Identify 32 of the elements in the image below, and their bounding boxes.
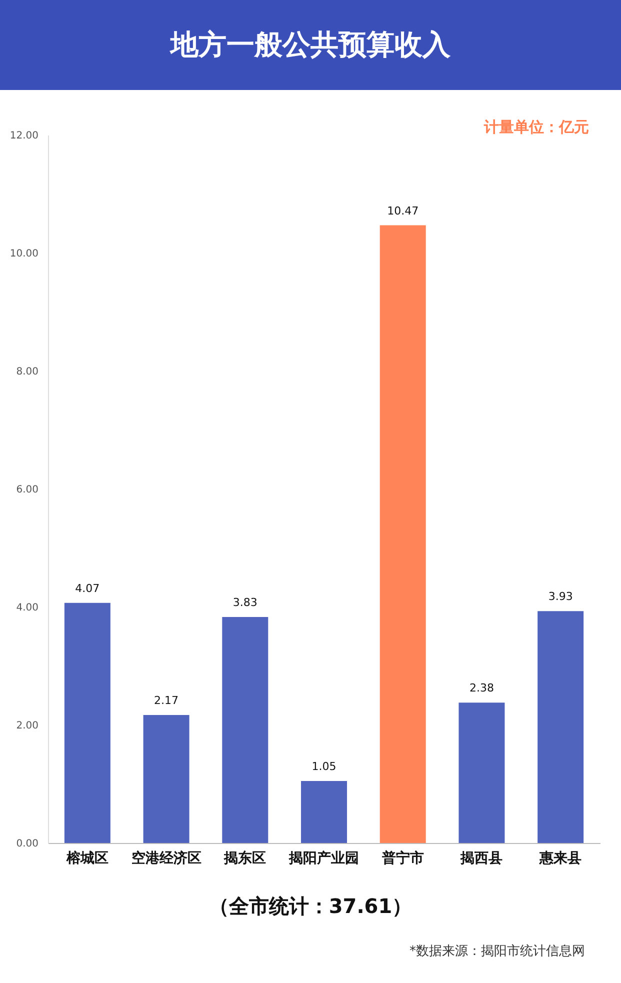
x-tick-label: 揭西县: [460, 850, 503, 866]
data-label: 3.83: [232, 596, 258, 610]
chart-title: 地方一般公共预算收入: [0, 0, 621, 90]
text: *数据来源：揭阳市统计信息网: [410, 943, 585, 960]
annotation: 计量单位：亿元: [484, 118, 589, 137]
y-tick-label: 6.00: [16, 484, 38, 496]
x-tick-label: 普宁市: [380, 850, 424, 866]
x-tick-label: 揭阳产业园: [288, 850, 359, 866]
data-label: 2.38: [469, 682, 494, 695]
bar: [301, 781, 347, 843]
y-tick-label: 10.00: [10, 248, 38, 260]
text: （全市统计：37.61）: [208, 893, 414, 920]
y-tick-label: 8.00: [16, 366, 38, 378]
data-label: 2.17: [154, 694, 179, 707]
bar: [222, 617, 268, 843]
x-tick-label: 揭东区: [223, 850, 266, 866]
y-tick-label: 2.00: [16, 720, 38, 732]
bar: [538, 611, 584, 843]
y-tick-label: 0.00: [16, 838, 38, 850]
bar: [143, 714, 190, 843]
x-tick-label: 榕城区: [65, 850, 108, 866]
data-label: 3.93: [548, 590, 573, 604]
bar: [458, 702, 505, 843]
bar: [380, 225, 426, 843]
x-tick-label: 惠来县: [538, 850, 582, 866]
y-tick-label: 12.00: [10, 130, 38, 142]
x-tick-label: 空港经济区: [131, 850, 202, 866]
data-label: 4.07: [75, 582, 100, 595]
data-label: 1.05: [312, 760, 336, 774]
y-tick-label: 4.00: [16, 602, 38, 614]
bar: [64, 602, 110, 843]
data-label: 10.47: [387, 204, 419, 218]
